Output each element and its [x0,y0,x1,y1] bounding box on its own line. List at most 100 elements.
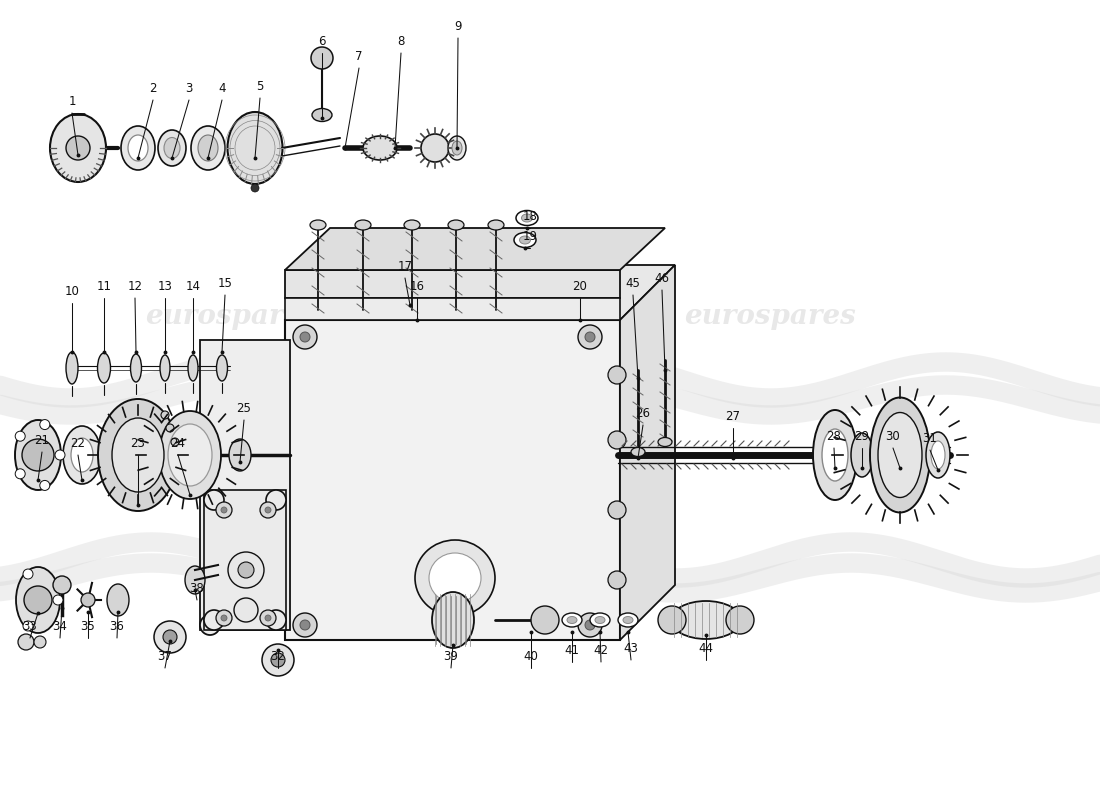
Circle shape [265,507,271,513]
Text: 1: 1 [68,95,76,108]
Text: 10: 10 [65,285,79,298]
Text: 40: 40 [524,650,538,663]
Text: 25: 25 [236,402,252,415]
Circle shape [260,610,276,626]
Circle shape [234,598,258,622]
Text: 11: 11 [97,280,111,293]
Ellipse shape [404,220,420,230]
Ellipse shape [188,355,198,381]
Text: 29: 29 [855,430,869,443]
Ellipse shape [160,411,221,499]
Text: 43: 43 [624,642,638,655]
Text: 30: 30 [886,430,901,443]
Bar [204,490,286,630]
Text: 45: 45 [626,277,640,290]
Circle shape [531,606,559,634]
Text: 8: 8 [397,35,405,48]
Ellipse shape [158,130,186,166]
Circle shape [262,644,294,676]
Ellipse shape [112,418,164,492]
Circle shape [266,490,286,510]
Circle shape [166,424,174,432]
Ellipse shape [164,138,180,158]
Ellipse shape [191,126,225,170]
Circle shape [260,502,276,518]
Circle shape [221,615,227,621]
Circle shape [53,595,63,605]
Text: 4: 4 [218,82,226,95]
Ellipse shape [98,399,178,511]
Bar [285,298,620,320]
Circle shape [66,136,90,160]
Ellipse shape [519,236,530,244]
Ellipse shape [229,439,251,471]
Ellipse shape [121,126,155,170]
Ellipse shape [590,613,610,627]
Ellipse shape [595,617,605,623]
Text: 27: 27 [726,410,740,423]
Text: 5: 5 [256,80,264,93]
Text: 22: 22 [70,437,86,450]
Circle shape [55,450,65,460]
Circle shape [293,325,317,349]
Circle shape [204,610,224,630]
Circle shape [300,620,310,630]
Ellipse shape [363,136,397,160]
Circle shape [251,184,258,192]
Text: 28: 28 [826,430,842,443]
Polygon shape [620,265,675,640]
Ellipse shape [217,355,228,381]
Circle shape [22,439,54,471]
Text: 32: 32 [271,650,285,663]
Circle shape [608,366,626,384]
Ellipse shape [15,420,60,490]
Text: 21: 21 [34,434,50,447]
Ellipse shape [63,426,101,484]
Circle shape [585,332,595,342]
Circle shape [34,636,46,648]
Ellipse shape [72,438,94,472]
Text: eurospares: eurospares [145,302,317,330]
Ellipse shape [198,135,218,161]
Text: 23: 23 [131,437,145,450]
Circle shape [608,571,626,589]
Text: 33: 33 [23,620,37,633]
Circle shape [271,653,285,667]
Ellipse shape [168,424,212,486]
Ellipse shape [66,352,78,384]
Text: 24: 24 [170,437,186,450]
Text: 13: 13 [157,280,173,293]
Circle shape [311,47,333,69]
Ellipse shape [926,432,950,478]
Ellipse shape [931,441,945,469]
Circle shape [200,615,220,635]
Ellipse shape [50,114,106,182]
Ellipse shape [432,592,474,648]
Circle shape [726,606,754,634]
Circle shape [216,502,232,518]
Ellipse shape [851,433,873,477]
Circle shape [15,469,25,479]
Circle shape [170,438,179,446]
Text: 9: 9 [454,20,462,33]
Circle shape [293,613,317,637]
Circle shape [23,621,33,631]
Ellipse shape [813,410,857,500]
Text: 14: 14 [186,280,200,293]
Ellipse shape [671,601,741,639]
Ellipse shape [521,214,532,222]
Circle shape [24,586,52,614]
Ellipse shape [878,413,922,498]
Polygon shape [285,265,675,320]
Text: 39: 39 [443,650,459,663]
Circle shape [154,621,186,653]
Ellipse shape [448,136,466,160]
Text: 37: 37 [157,650,173,663]
Circle shape [221,507,227,513]
Circle shape [238,562,254,578]
Circle shape [81,593,95,607]
Text: 46: 46 [654,272,670,285]
Ellipse shape [429,553,481,603]
Text: 42: 42 [594,644,608,657]
Text: 7: 7 [355,50,363,63]
